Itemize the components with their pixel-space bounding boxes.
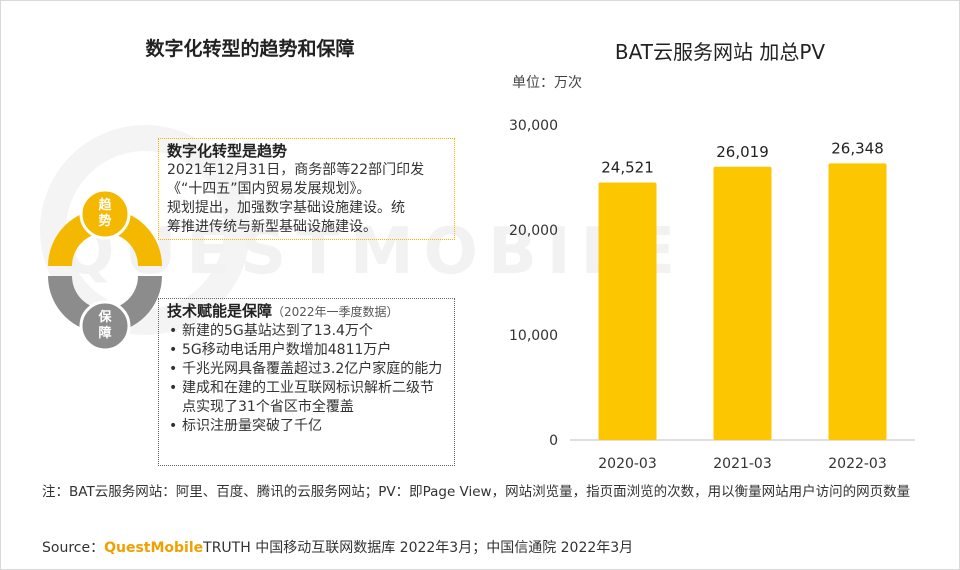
guarantee-box-heading: 技术赋能是保障 bbox=[167, 302, 273, 320]
chart-unit: 单位：万次 bbox=[512, 75, 582, 91]
guarantee-bullet: 5G移动电话用户数增加4811万户 bbox=[167, 341, 446, 360]
bar bbox=[828, 163, 887, 440]
y-tick-label: 10,000 bbox=[509, 328, 558, 344]
chart-title: BAT云服务网站 加总PV bbox=[614, 40, 826, 64]
guarantee-box-subheading: （2022年一季度数据） bbox=[272, 305, 399, 319]
cycle-diagram: 趋势 保障 bbox=[40, 178, 170, 353]
trend-box-line: 《“十四五”国内贸易发展规划》。 bbox=[167, 181, 371, 197]
footnote: 注：BAT云服务网站：阿里、百度、腾讯的云服务网站；PV：即Page View，… bbox=[42, 484, 911, 500]
guarantee-bullet-list: 新建的5G基站达到了13.4万个 5G移动电话用户数增加4811万户 千兆光网具… bbox=[167, 322, 446, 436]
trend-arc bbox=[48, 209, 162, 266]
x-tick-label: 2022-03 bbox=[828, 456, 887, 472]
bar-value-label: 24,521 bbox=[601, 159, 654, 177]
guarantee-bullet: 新建的5G基站达到了13.4万个 bbox=[167, 322, 446, 341]
trend-label: 趋势 bbox=[98, 198, 112, 229]
trend-box-heading: 数字化转型是趋势 bbox=[167, 142, 288, 160]
source-rest: TRUTH 中国移动互联网数据库 2022年3月；中国信通院 2022年3月 bbox=[203, 540, 634, 556]
guarantee-box: 技术赋能是保障（2022年一季度数据） 新建的5G基站达到了13.4万个 5G移… bbox=[158, 298, 455, 466]
x-tick-label: 2020-03 bbox=[598, 456, 657, 472]
guarantee-arc bbox=[48, 276, 162, 333]
guarantee-bullet: 建成和在建的工业互联网标识解析二级节点实现了31个省区市全覆盖 bbox=[167, 379, 446, 417]
x-tick-label: 2021-03 bbox=[713, 456, 772, 472]
watermark: QUESTMOBILE bbox=[60, 215, 686, 289]
guarantee-bullet: 标识注册量突破了千亿 bbox=[167, 417, 446, 436]
source-prefix: Source： bbox=[42, 540, 105, 556]
bar-chart-svg: 0 10,000 20,000 30,000 24,521 2020-03 26,019 20… bbox=[509, 118, 915, 472]
y-tick-label: 20,000 bbox=[509, 223, 558, 239]
trend-node bbox=[79, 188, 131, 240]
left-title: 数字化转型的趋势和保障 bbox=[145, 38, 355, 60]
trend-box-line: 筹推进传统与新型基础设施建设。 bbox=[167, 219, 377, 235]
trend-box: 数字化转型是趋势 2021年12月31日，商务部等22部门印发 《“十四五”国内… bbox=[158, 138, 455, 240]
source-brand-logo: QuestMobile bbox=[104, 540, 204, 556]
bar bbox=[598, 182, 657, 440]
trend-box-line: 规划提出，加强数字基础设施建设。统 bbox=[167, 200, 405, 216]
bar-chart: 0 10,000 20,000 30,000 24,521 2020-03 26,019 20… bbox=[500, 100, 940, 480]
bar-value-label: 26,019 bbox=[716, 143, 769, 161]
source-line: Source：QuestMobileTRUTH 中国移动互联网数据库 2022年… bbox=[42, 537, 633, 557]
bar bbox=[713, 166, 772, 440]
guarantee-label: 保障 bbox=[98, 310, 112, 341]
y-tick-label: 30,000 bbox=[509, 118, 558, 134]
y-tick-label: 0 bbox=[549, 433, 558, 449]
cycle-arcs bbox=[48, 188, 162, 352]
guarantee-bullet: 千兆光网具备覆盖超过3.2亿户家庭的能力 bbox=[167, 360, 446, 379]
bar-value-label: 26,348 bbox=[831, 139, 884, 157]
guarantee-node bbox=[79, 300, 131, 352]
trend-box-line: 2021年12月31日，商务部等22部门印发 bbox=[167, 162, 425, 178]
